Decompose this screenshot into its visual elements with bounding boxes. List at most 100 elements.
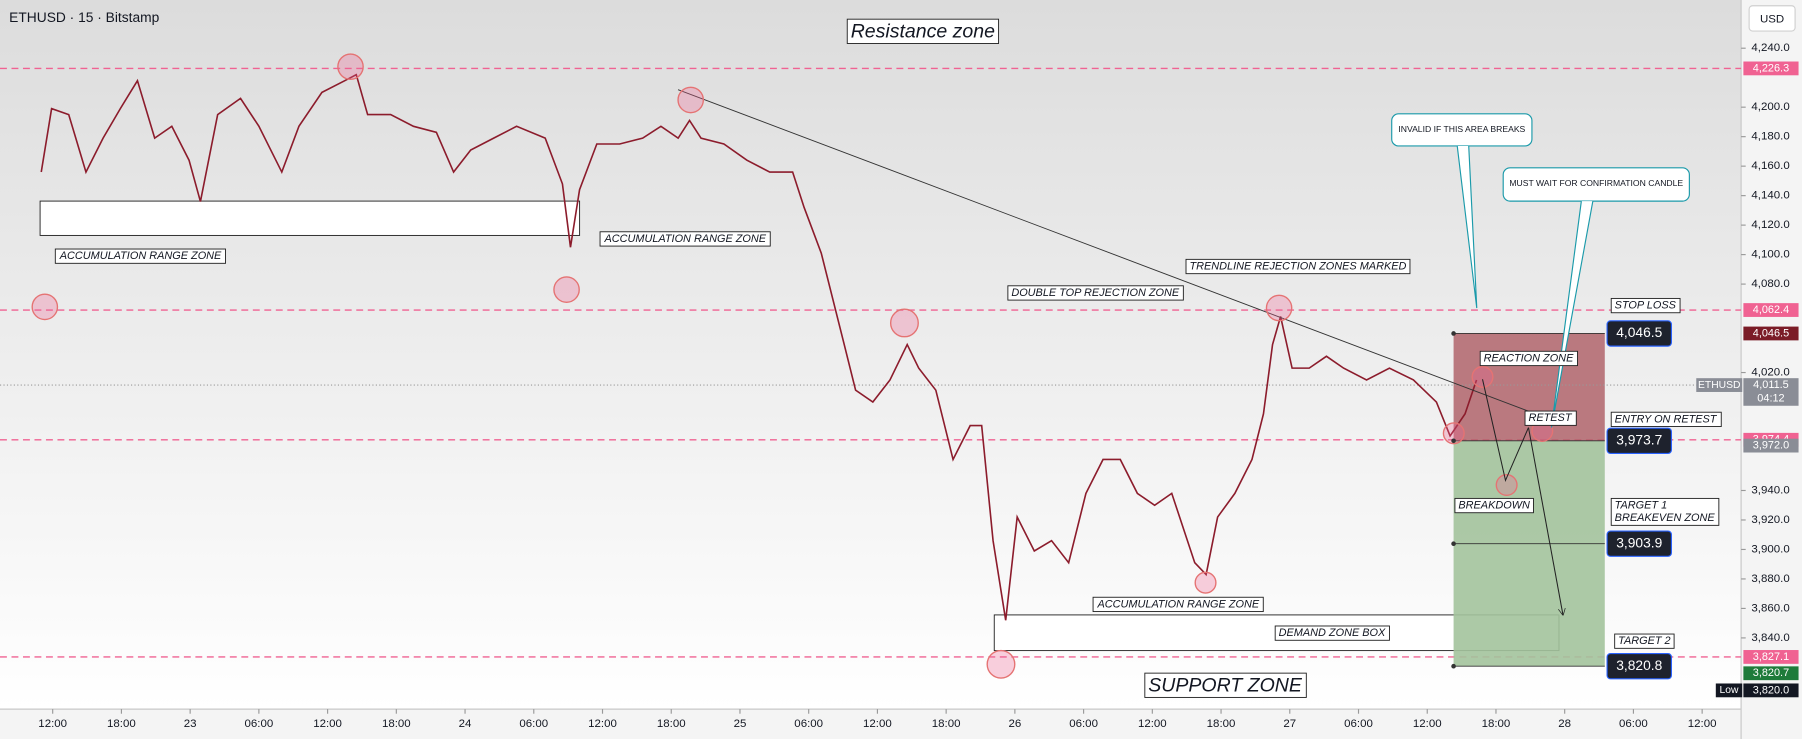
- x-tick-label: 26: [1008, 718, 1021, 730]
- annotation: STOP LOSS: [1615, 300, 1677, 312]
- x-tick-label: 12:00: [863, 718, 892, 730]
- price-tag: [1743, 438, 1799, 453]
- marker: [1495, 473, 1518, 497]
- marker: [986, 649, 1016, 679]
- price-countdown: 04:12: [1757, 393, 1784, 405]
- price-line: [40, 73, 1478, 621]
- x-tick-label: 27: [1283, 718, 1296, 730]
- y-tick-label: 4,180.0: [1751, 131, 1789, 143]
- annotation-box: [1610, 497, 1720, 526]
- marker: [337, 53, 364, 80]
- position-handle: [1451, 663, 1456, 669]
- price-tag: [1743, 650, 1799, 664]
- position-label-box: [1606, 530, 1673, 557]
- price-tag: [1743, 683, 1799, 698]
- callouts: [1391, 113, 1690, 428]
- callout-text: MUST WAIT FOR CONFIRMATION CANDLE: [1509, 178, 1683, 188]
- arrows: [1482, 379, 1563, 615]
- annotation: TARGET 2: [1618, 635, 1671, 647]
- marker: [31, 293, 59, 321]
- price-tag-label: 3,827.1: [1753, 651, 1789, 663]
- markers: [31, 53, 1554, 679]
- x-tick-label: 06:00: [244, 718, 273, 730]
- position-label: 3,820.8: [1616, 658, 1662, 673]
- marker: [1265, 294, 1293, 322]
- x-tick-label: 06:00: [1069, 718, 1098, 730]
- y-tick-label: 3,940.0: [1751, 485, 1789, 497]
- annotation: BREAKDOWN: [1458, 500, 1530, 512]
- x-tick-label: 18:00: [657, 718, 686, 730]
- marker: [889, 308, 919, 338]
- price-tag-name-box: [1696, 378, 1743, 392]
- annotation: ENTRY ON RETEST: [1615, 413, 1718, 425]
- currency[interactable]: USD: [1760, 14, 1784, 26]
- annotation-box: [1524, 410, 1577, 426]
- annotation-box: [1144, 672, 1307, 698]
- y-tick-label: 4,200.0: [1751, 101, 1789, 113]
- annotation-box: [1610, 411, 1722, 427]
- x-tick-label: 06:00: [1344, 718, 1373, 730]
- position-handle: [1451, 438, 1456, 444]
- x-tick-label: 28: [1558, 718, 1571, 730]
- annotation: TRENDLINE REJECTION ZONES MARKED: [1189, 261, 1406, 273]
- annotation-box: [1614, 633, 1675, 649]
- annotation-box: [1274, 625, 1390, 641]
- y-tick-label: 3,920.0: [1751, 514, 1789, 526]
- price-tag-label: 3,972.0: [1753, 439, 1789, 451]
- annotation: ACCUMULATION RANGE ZONE: [1097, 598, 1260, 610]
- position-handle: [1451, 331, 1456, 336]
- callout-pointer: [1550, 201, 1594, 428]
- arrow-path: [1482, 379, 1529, 483]
- marker: [553, 276, 580, 303]
- price-tag-name: ETHUSD: [1698, 380, 1740, 391]
- y-tick-label: 4,100.0: [1751, 249, 1789, 261]
- price-tag: [1743, 666, 1799, 681]
- target-zone: [1453, 440, 1605, 667]
- position-label: 3,973.7: [1616, 432, 1662, 447]
- arrow: [1527, 427, 1562, 615]
- marker: [1194, 571, 1217, 594]
- price-axis: [1741, 0, 1802, 739]
- annotation-box: [54, 248, 226, 264]
- marker: [1442, 422, 1465, 445]
- price-tag-label: 4,226.3: [1753, 62, 1789, 74]
- y-tick-label: 3,880.0: [1751, 573, 1789, 585]
- position-handle: [1451, 541, 1456, 547]
- price-tag-label: 4,011.5: [1753, 379, 1789, 391]
- y-tick-label: 4,240.0: [1751, 42, 1789, 54]
- annotation-box: [1185, 258, 1411, 275]
- x-tick-label: 25: [734, 718, 747, 730]
- y-tick-label: 4,140.0: [1751, 190, 1789, 202]
- annotation: TARGET 1: [1615, 500, 1668, 512]
- annotation-box: [1092, 596, 1264, 613]
- y-tick-label: 3,900.0: [1751, 543, 1789, 555]
- x-tick-label: 12:00: [1138, 718, 1167, 730]
- annotation-box: [846, 18, 1000, 44]
- y-tick-label: 4,020.0: [1751, 367, 1789, 379]
- price-tag-label: 4,062.4: [1753, 304, 1789, 316]
- annotation: BREAKEVEN ZONE: [1615, 512, 1716, 524]
- x-tick-label: 12:00: [588, 718, 617, 730]
- position-label: 3,903.9: [1616, 535, 1662, 550]
- annotation: ACCUMULATION RANGE ZONE: [603, 233, 766, 245]
- currency-button[interactable]: [1748, 5, 1796, 32]
- x-tick-label: 12:00: [1413, 718, 1442, 730]
- x-tick-label: 12:00: [1688, 718, 1717, 730]
- price-tag-label: 3,820.0: [1753, 684, 1789, 696]
- price-tag: [1743, 303, 1799, 317]
- symbol-title: ETHUSD · 15 · Bitstamp: [9, 10, 159, 25]
- callout-box: [1502, 167, 1690, 202]
- position-label-box: [1606, 320, 1673, 347]
- zone-box: [39, 200, 581, 236]
- price-tag: [1743, 61, 1799, 76]
- price-tag-label: 3,820.7: [1753, 667, 1789, 679]
- time-axis: [0, 709, 1742, 739]
- x-tick-label: 18:00: [382, 718, 411, 730]
- annotation: RETEST: [1528, 412, 1572, 424]
- marker: [677, 86, 705, 114]
- annotation: ACCUMULATION RANGE ZONE: [59, 250, 222, 262]
- position-label-box: [1606, 427, 1673, 455]
- x-tick-label: 23: [184, 718, 197, 730]
